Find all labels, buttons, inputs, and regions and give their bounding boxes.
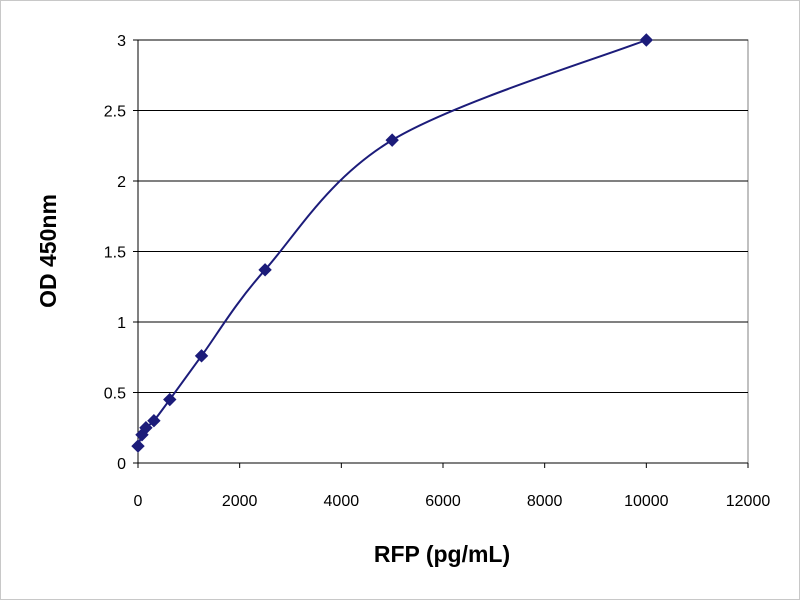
- data-point-2: [139, 421, 153, 435]
- y-tick-label-4: 2: [117, 174, 126, 191]
- y-axis-title: OD 450nm: [35, 194, 61, 308]
- x-tick-label-4: 8000: [527, 493, 563, 510]
- y-tick-label-6: 3: [117, 33, 126, 50]
- data-point-0: [131, 439, 145, 453]
- x-tick-label-3: 6000: [425, 493, 461, 510]
- data-point-3: [147, 413, 161, 428]
- axes: [133, 39, 749, 468]
- data-point-7: [385, 133, 399, 147]
- x-tick-label-1: 2000: [222, 493, 258, 510]
- data-series: [131, 33, 654, 453]
- x-tick-label-0: 0: [134, 493, 143, 510]
- x-axis-title: RFP (pg/mL): [374, 541, 510, 567]
- x-tick-label-5: 10000: [624, 493, 669, 510]
- x-tick-label-6: 12000: [726, 493, 771, 510]
- y-tick-label-3: 1.5: [104, 245, 126, 262]
- data-point-8: [639, 33, 654, 47]
- data-point-5: [194, 349, 209, 363]
- data-point-4: [163, 392, 177, 407]
- x-tick-label-2: 4000: [324, 493, 360, 510]
- y-tick-label-5: 2.5: [104, 104, 126, 121]
- gridlines: [137, 39, 749, 464]
- y-tick-label-1: 0.5: [104, 386, 126, 403]
- data-point-6: [258, 263, 272, 277]
- tick-labels: 0 0.5 1 1.5 2 2.5 3 0 2000 4000 6000 8000 10000 12000: [104, 33, 771, 510]
- y-tick-label-0: 0: [117, 456, 126, 473]
- y-tick-label-2: 1: [117, 315, 126, 332]
